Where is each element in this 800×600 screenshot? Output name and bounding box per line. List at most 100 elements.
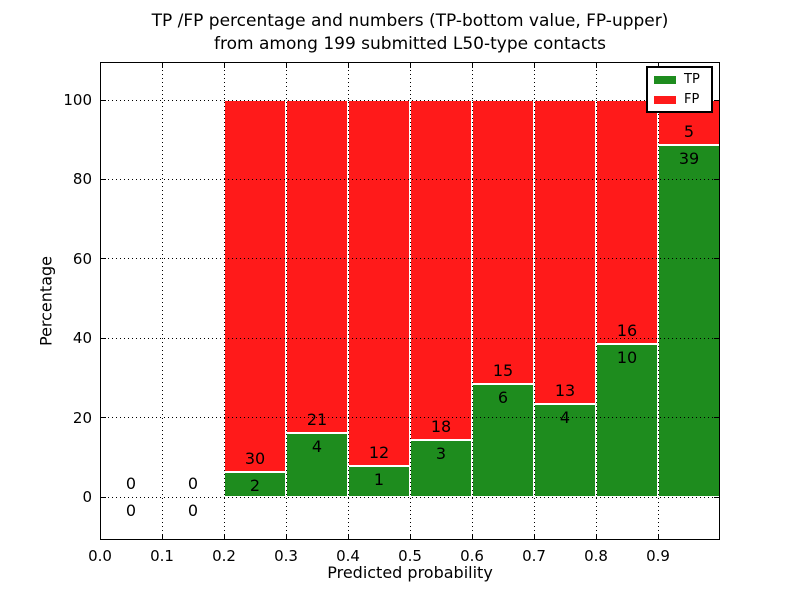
gridline-vertical <box>347 62 349 540</box>
chart-title: TP /FP percentage and numbers (TP-bottom… <box>100 10 720 56</box>
bar-fp-segment <box>472 100 534 384</box>
gridline-vertical <box>161 62 163 540</box>
fp-count-label: 15 <box>492 360 514 380</box>
chart-title-line2: from among 199 submitted L50-type contac… <box>214 34 606 54</box>
x-tick-label: 0.8 <box>584 547 608 565</box>
y-tick <box>714 417 719 419</box>
bar-tp-segment <box>410 440 472 497</box>
fp-count-label: 5 <box>683 122 695 142</box>
x-tick <box>347 63 349 68</box>
x-tick <box>99 534 101 539</box>
x-tick <box>657 63 659 68</box>
bar-fp-segment <box>348 100 410 467</box>
y-tick-label: 40 <box>72 329 92 348</box>
x-tick-label: 0.1 <box>150 547 174 565</box>
y-tick <box>101 178 106 180</box>
y-tick <box>714 496 719 498</box>
tp-count-label: 4 <box>559 407 571 427</box>
bar-tp-segment <box>348 466 410 497</box>
y-tick <box>714 258 719 260</box>
x-tick <box>223 63 225 68</box>
tp-legend-label: TP <box>684 71 700 87</box>
tp-legend-swatch <box>654 75 676 84</box>
x-tick-label: 0.6 <box>460 547 484 565</box>
legend-entry-tp: TP <box>654 71 705 87</box>
bar-fp-segment <box>596 100 658 345</box>
tp-count-label: 0 <box>187 501 199 520</box>
x-tick <box>595 534 597 539</box>
fp-legend-swatch <box>654 95 676 104</box>
x-tick <box>471 63 473 68</box>
fp-count-label: 0 <box>187 474 199 493</box>
x-tick-label: 0.4 <box>336 547 360 565</box>
bar-tp-segment <box>534 403 596 497</box>
gridline-vertical <box>657 62 659 540</box>
bar-tp-segment <box>224 472 286 497</box>
tp-count-label: 6 <box>497 387 509 407</box>
legend-entry-fp: FP <box>654 91 705 107</box>
x-tick <box>285 534 287 539</box>
fp-count-label: 18 <box>430 417 452 437</box>
x-axis-label: Predicted probability <box>327 563 493 582</box>
gridline-vertical <box>223 62 225 540</box>
x-tick-label: 0.7 <box>522 547 546 565</box>
bar-fp-segment <box>410 100 472 441</box>
fp-legend-label: FP <box>684 91 700 107</box>
x-tick <box>657 534 659 539</box>
chart-title-line1: TP /FP percentage and numbers (TP-bottom… <box>151 11 669 31</box>
x-tick-label: 0.9 <box>646 547 670 565</box>
bar-fp-segment <box>534 100 596 404</box>
fp-count-label: 0 <box>125 474 137 493</box>
y-tick-label: 20 <box>72 408 92 427</box>
x-tick <box>161 63 163 68</box>
x-tick <box>533 534 535 539</box>
x-tick <box>533 63 535 68</box>
y-tick <box>714 337 719 339</box>
x-tick-label: 0.2 <box>212 547 236 565</box>
tp-count-label: 2 <box>249 476 261 496</box>
y-tick <box>101 417 106 419</box>
y-tick <box>101 496 106 498</box>
gridline-vertical <box>471 62 473 540</box>
y-tick <box>101 99 106 101</box>
tp-count-label: 3 <box>435 444 447 464</box>
x-tick-label: 0.0 <box>88 547 112 565</box>
x-tick <box>347 534 349 539</box>
x-tick <box>223 534 225 539</box>
tp-count-label: 0 <box>125 501 137 520</box>
bar-fp-segment <box>286 100 348 434</box>
gridline-vertical <box>409 62 411 540</box>
legend: TP FP <box>646 66 713 113</box>
y-tick-label: 80 <box>72 170 92 189</box>
y-tick-label: 100 <box>63 91 92 109</box>
y-tick <box>101 258 106 260</box>
y-tick <box>714 99 719 101</box>
gridline-vertical <box>595 62 597 540</box>
x-tick <box>471 534 473 539</box>
bar-tp-segment <box>596 344 658 497</box>
x-tick <box>99 63 101 68</box>
tp-count-label: 10 <box>616 348 638 368</box>
bar-tp-segment <box>472 383 534 497</box>
fp-count-label: 30 <box>244 449 266 469</box>
x-tick-label: 0.3 <box>274 547 298 565</box>
y-tick <box>101 337 106 339</box>
fp-count-label: 13 <box>554 380 576 400</box>
fp-count-label: 21 <box>306 410 328 430</box>
y-tick-label: 60 <box>72 249 92 268</box>
fp-count-label: 16 <box>616 321 638 341</box>
gridline-vertical <box>533 62 535 540</box>
bar-fp-segment <box>224 100 286 473</box>
x-tick-label: 0.5 <box>398 547 422 565</box>
gridline-vertical <box>285 62 287 540</box>
x-tick <box>285 63 287 68</box>
x-tick <box>161 534 163 539</box>
x-tick <box>409 63 411 68</box>
bar-tp-segment <box>658 145 720 497</box>
fp-count-label: 12 <box>368 443 390 463</box>
tp-count-label: 1 <box>373 470 385 490</box>
x-tick <box>595 63 597 68</box>
tp-count-label: 39 <box>678 149 700 169</box>
plot-area: TP FP 0 0 0 0 30 2 21 4 12 1 18 3 15 6 13 4 16 10 5 39 0.0 0.… <box>63 62 720 565</box>
